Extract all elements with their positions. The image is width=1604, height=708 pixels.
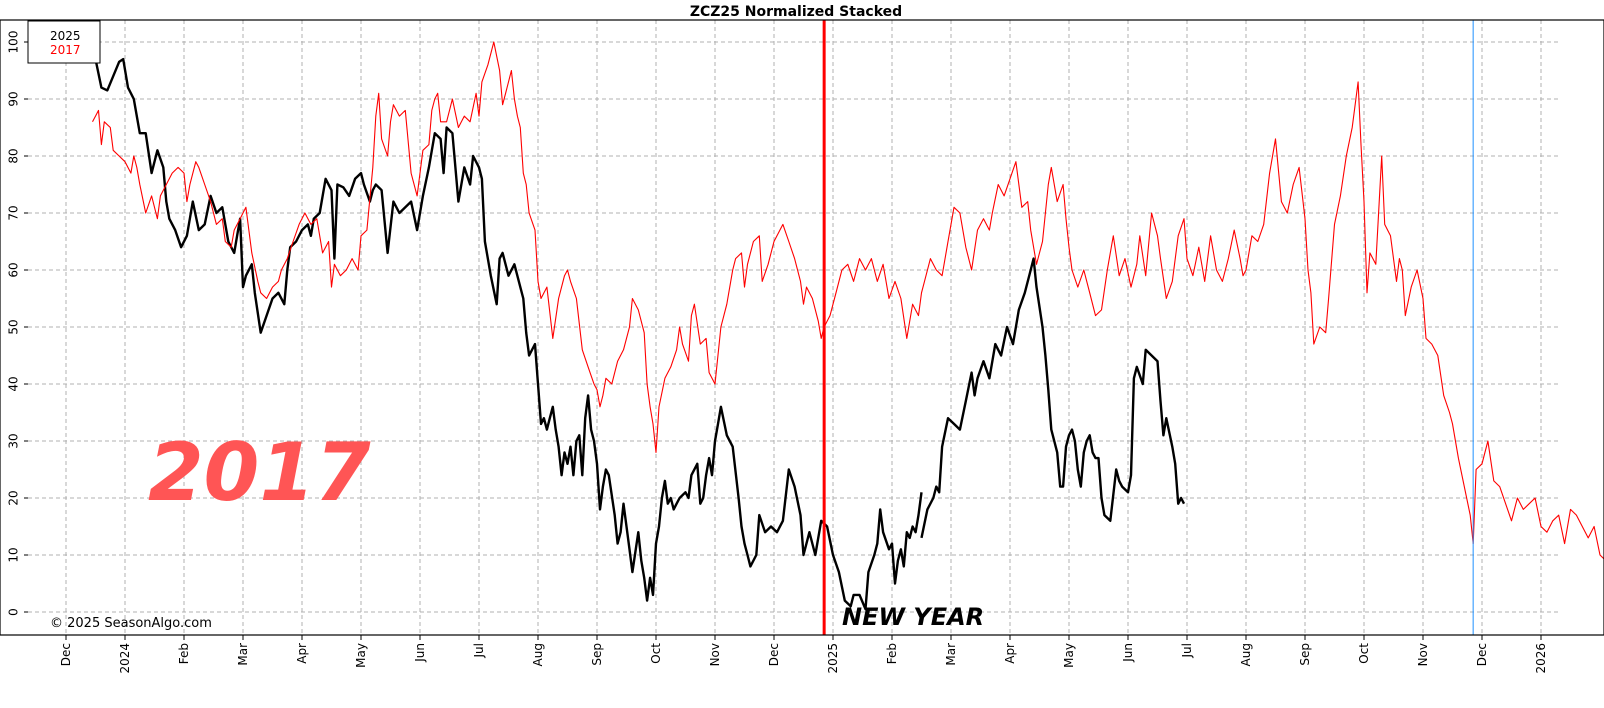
x-tick-label: Apr [1003, 643, 1017, 664]
x-tick-label: Feb [885, 643, 899, 664]
x-tick-label: Dec [59, 643, 73, 666]
legend-entry-2025: 2025 [50, 29, 81, 43]
x-tick-label: Feb [177, 643, 191, 664]
y-tick-label: 100 [7, 31, 21, 54]
series-line-2025 [91, 52, 923, 611]
legend-entry-2017: 2017 [50, 43, 81, 57]
x-tick-label: May [354, 643, 368, 668]
x-tick-label: Oct [1357, 643, 1371, 664]
y-tick-label: 0 [7, 608, 21, 616]
x-tick-label: Aug [1239, 643, 1253, 666]
y-tick-label: 20 [7, 490, 21, 505]
x-tick-label: 2024 [118, 643, 132, 674]
series-layer [91, 41, 1604, 611]
big-year-label: 2017 [148, 426, 371, 519]
x-tick-label: Nov [1416, 643, 1430, 666]
grid-layer [28, 20, 1560, 635]
y-tick-label: 70 [7, 205, 21, 220]
x-tick-label: Oct [649, 643, 663, 664]
x-tick-label: Apr [295, 643, 309, 664]
series-line-2017 [92, 41, 1604, 560]
new-year-label: NEW YEAR [842, 603, 984, 631]
y-tick-label: 80 [7, 148, 21, 163]
x-tick-label: Jul [1180, 643, 1194, 658]
y-tick-label: 60 [7, 262, 21, 277]
y-tick-label: 30 [7, 433, 21, 448]
axis-layer: 0 10 20 30 40 50 60 70 80 90 100 Dec 2024 Feb Mar Apr Ma… [7, 31, 1549, 674]
y-tick-label: 90 [7, 91, 21, 106]
vline-layer [822, 20, 1474, 635]
y-tick-label: 40 [7, 376, 21, 391]
x-tick-label: Nov [708, 643, 722, 666]
legend: 2025 2017 [27, 20, 101, 64]
plot-frame [0, 19, 1604, 636]
chart-title: ZCZ25 Normalized Stacked [690, 4, 902, 20]
x-tick-label: Sep [590, 643, 604, 666]
y-tick-label: 50 [7, 319, 21, 334]
y-tick-label: 10 [7, 547, 21, 562]
x-tick-label: Aug [531, 643, 545, 666]
x-tick-label: Sep [1298, 643, 1312, 666]
x-tick-label: Dec [767, 643, 781, 666]
x-tick-label: 2025 [826, 643, 840, 674]
legend-box [27, 20, 101, 64]
x-tick-label: Jul [472, 643, 486, 658]
x-tick-label: Mar [236, 643, 250, 666]
x-tick-label: May [1062, 643, 1076, 668]
x-tick-label: Jun [1121, 643, 1135, 663]
x-tick-label: Dec [1475, 643, 1489, 666]
x-tick-label: Jun [413, 643, 427, 663]
copyright-text: © 2025 SeasonAlgo.com [50, 616, 212, 631]
series-line-2025 [920, 257, 1186, 539]
x-tick-label: 2026 [1534, 643, 1548, 674]
x-tick-label: Mar [944, 643, 958, 666]
